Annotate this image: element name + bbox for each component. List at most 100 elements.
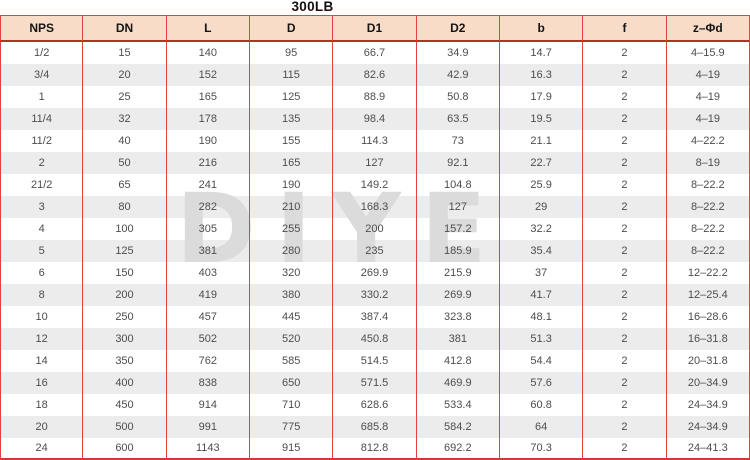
table-row: 8 200 419 380 330.2 269.9 41.7 2 12–25.4 bbox=[0, 284, 750, 306]
cell-dn: 250 bbox=[83, 306, 167, 328]
cell-d: 115 bbox=[250, 64, 334, 86]
cell-b: 21.1 bbox=[500, 130, 584, 152]
cell-f: 2 bbox=[583, 218, 667, 240]
cell-b: 70.3 bbox=[499, 438, 584, 460]
cell-dn: 400 bbox=[83, 372, 167, 394]
cell-f: 2 bbox=[583, 350, 667, 372]
cell-f: 2 bbox=[583, 152, 667, 174]
cell-z_phi_d: 8–22.2 bbox=[667, 174, 750, 196]
cell-l: 838 bbox=[167, 372, 250, 394]
cell-d2: 533.4 bbox=[417, 394, 500, 416]
cell-l: 152 bbox=[167, 64, 250, 86]
row-stripes bbox=[0, 42, 750, 460]
table-row: 12 300 502 520 450.8 381 51.3 2 16–31.8 bbox=[0, 328, 750, 350]
cell-d1: 98.4 bbox=[333, 108, 417, 130]
cell-nps: 1/2 bbox=[0, 42, 84, 64]
cell-z_phi_d: 12–22.2 bbox=[667, 262, 750, 284]
cell-dn: 500 bbox=[83, 416, 167, 438]
cell-f: 2 bbox=[583, 284, 667, 306]
table-row: 1 25 165 125 88.9 50.8 17.9 2 4–19 bbox=[0, 86, 750, 108]
cell-l: 762 bbox=[167, 350, 250, 372]
cell-b: 54.4 bbox=[500, 350, 584, 372]
cell-nps: 18 bbox=[0, 394, 84, 416]
cell-z_phi_d: 24–41.3 bbox=[666, 438, 750, 460]
cell-dn: 40 bbox=[83, 130, 167, 152]
cell-d: 165 bbox=[250, 152, 334, 174]
cell-l: 403 bbox=[167, 262, 250, 284]
cell-d1: 514.5 bbox=[333, 350, 417, 372]
cell-f: 2 bbox=[583, 42, 667, 64]
cell-b: 48.1 bbox=[500, 306, 584, 328]
cell-nps: 21/2 bbox=[0, 174, 84, 196]
cell-nps: 5 bbox=[0, 240, 84, 262]
cell-l: 165 bbox=[167, 86, 250, 108]
cell-b: 35.4 bbox=[500, 240, 584, 262]
cell-nps: 12 bbox=[0, 328, 84, 350]
table-row: 2 50 216 165 127 92.1 22.7 2 8–19 bbox=[0, 152, 750, 174]
cell-z_phi_d: 16–28.6 bbox=[667, 306, 750, 328]
cell-nps: 4 bbox=[0, 218, 84, 240]
cell-d2: 412.8 bbox=[417, 350, 500, 372]
cell-z_phi_d: 12–25.4 bbox=[667, 284, 750, 306]
cell-b: 41.7 bbox=[500, 284, 584, 306]
cell-dn: 20 bbox=[83, 64, 167, 86]
cell-f: 2 bbox=[583, 262, 667, 284]
cell-nps: 10 bbox=[0, 306, 84, 328]
cell-b: 37 bbox=[500, 262, 584, 284]
column-header-z_phi_d: z–Φd bbox=[666, 15, 750, 42]
cell-z_phi_d: 24–34.9 bbox=[667, 416, 750, 438]
cell-dn: 125 bbox=[83, 240, 167, 262]
cell-z_phi_d: 4–15.9 bbox=[667, 42, 750, 64]
cell-b: 22.7 bbox=[500, 152, 584, 174]
cell-b: 17.9 bbox=[500, 86, 584, 108]
cell-b: 25.9 bbox=[500, 174, 584, 196]
cell-l: 1143 bbox=[166, 438, 250, 460]
cell-dn: 65 bbox=[83, 174, 167, 196]
cell-f: 2 bbox=[583, 328, 667, 350]
cell-d2: 104.8 bbox=[417, 174, 500, 196]
cell-d1: 571.5 bbox=[333, 372, 417, 394]
table-row: 11/2 40 190 155 114.3 73 21.1 2 4–22.2 bbox=[0, 130, 750, 152]
cell-d1: 149.2 bbox=[333, 174, 417, 196]
table-row: 21/2 65 241 190 149.2 104.8 25.9 2 8–22.2 bbox=[0, 174, 750, 196]
cell-f: 2 bbox=[583, 438, 667, 460]
cell-f: 2 bbox=[583, 306, 667, 328]
cell-d1: 235 bbox=[333, 240, 417, 262]
column-header-l: L bbox=[166, 15, 250, 42]
cell-f: 2 bbox=[583, 240, 667, 262]
cell-f: 2 bbox=[583, 416, 667, 438]
table-row: 4 100 305 255 200 157.2 32.2 2 8–22.2 bbox=[0, 218, 750, 240]
table-container: DIYE NPS DN L D D1 D2 b f z–Φd 1/2 15 140 95 66.7 34.… bbox=[0, 15, 750, 460]
cell-d2: 157.2 bbox=[417, 218, 500, 240]
cell-d1: 168.3 bbox=[333, 196, 417, 218]
cell-b: 51.3 bbox=[500, 328, 584, 350]
cell-d: 155 bbox=[250, 130, 334, 152]
cell-l: 914 bbox=[167, 394, 250, 416]
cell-dn: 450 bbox=[83, 394, 167, 416]
cell-d: 520 bbox=[250, 328, 334, 350]
column-header-dn: DN bbox=[83, 15, 167, 42]
cell-d1: 450.8 bbox=[333, 328, 417, 350]
cell-z_phi_d: 8–22.2 bbox=[667, 196, 750, 218]
cell-nps: 3/4 bbox=[0, 64, 84, 86]
cell-nps: 6 bbox=[0, 262, 84, 284]
column-header-nps: NPS bbox=[0, 15, 84, 42]
cell-b: 16.3 bbox=[500, 64, 584, 86]
cell-z_phi_d: 24–34.9 bbox=[667, 394, 750, 416]
cell-d: 585 bbox=[250, 350, 334, 372]
cell-l: 216 bbox=[167, 152, 250, 174]
table-body: 1/2 15 140 95 66.7 34.9 14.7 2 4–15.9 3/4 20 152 115… bbox=[0, 42, 750, 460]
cell-d1: 66.7 bbox=[333, 42, 417, 64]
cell-d2: 42.9 bbox=[417, 64, 500, 86]
column-header-f: f bbox=[583, 15, 667, 42]
cell-d: 95 bbox=[250, 42, 334, 64]
cell-f: 2 bbox=[583, 372, 667, 394]
table-row: 5 125 381 280 235 185.9 35.4 2 8–22.2 bbox=[0, 240, 750, 262]
cell-d2: 469.9 bbox=[417, 372, 500, 394]
cell-nps: 14 bbox=[0, 350, 84, 372]
cell-d2: 73 bbox=[417, 130, 500, 152]
cell-b: 19.5 bbox=[500, 108, 584, 130]
cell-dn: 15 bbox=[83, 42, 167, 64]
cell-z_phi_d: 4–19 bbox=[667, 108, 750, 130]
cell-f: 2 bbox=[583, 196, 667, 218]
